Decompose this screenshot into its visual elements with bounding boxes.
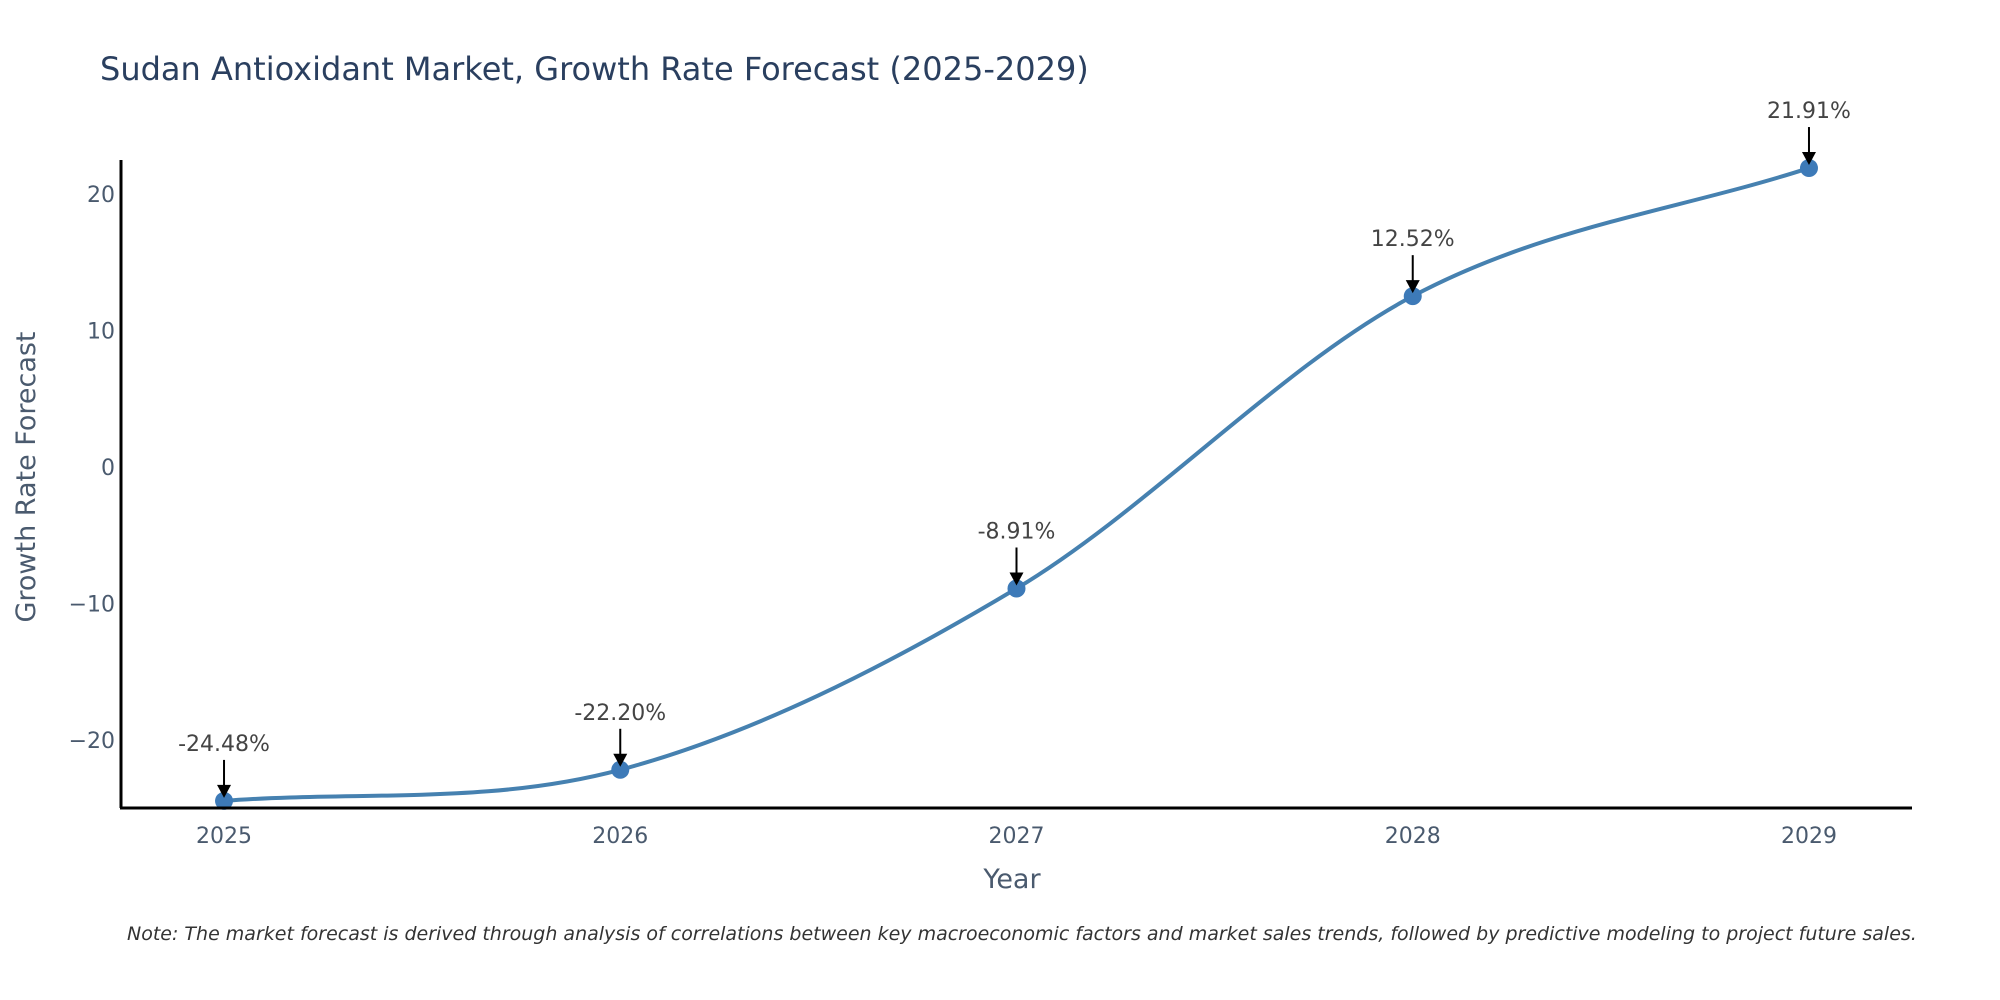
data-point (1799, 159, 1818, 178)
plot-area: -24.48% -22.20% -8.91% 12.52% 21.91% (178, 99, 1851, 810)
y-axis-ticks: 20 10 0 −10 −20 (69, 183, 115, 754)
x-tick-label: 2027 (989, 824, 1045, 849)
data-point (1403, 287, 1422, 306)
data-point (1007, 579, 1026, 598)
y-tick-label: 20 (87, 183, 115, 208)
data-label: -24.48% (178, 732, 270, 757)
series-line (223, 166, 1810, 803)
x-tick-label: 2029 (1781, 824, 1837, 849)
data-label: 21.91% (1767, 99, 1851, 124)
data-annotations: -24.48% -22.20% -8.91% 12.52% 21.91% (178, 99, 1851, 798)
data-point (611, 760, 630, 779)
x-tick-label: 2028 (1385, 824, 1441, 849)
data-label: -8.91% (978, 519, 1056, 544)
y-tick-label: 0 (101, 456, 115, 481)
y-axis-title: Growth Rate Forecast (11, 331, 42, 622)
x-axis-title: Year (982, 864, 1041, 895)
x-axis-ticks: 2025 2026 2027 2028 2029 (196, 824, 1837, 849)
data-markers (215, 159, 1818, 810)
data-label: -22.20% (574, 701, 666, 726)
annotation-arrow-head (1801, 152, 1816, 166)
data-point (215, 791, 234, 810)
footnote: Note: The market forecast is derived thr… (127, 923, 1917, 945)
annotation-arrow-head (613, 753, 628, 767)
y-tick-label: −20 (69, 729, 115, 754)
y-tick-label: 10 (87, 320, 115, 345)
data-label: 12.52% (1371, 227, 1455, 252)
chart-title: Sudan Antioxidant Market, Growth Rate Fo… (100, 50, 1089, 88)
x-tick-label: 2026 (592, 824, 648, 849)
annotation-arrow-head (217, 784, 232, 798)
annotation-arrow-head (1009, 572, 1024, 586)
x-tick-label: 2025 (196, 824, 252, 849)
y-tick-label: −10 (69, 592, 115, 617)
annotation-arrow-head (1405, 280, 1420, 294)
